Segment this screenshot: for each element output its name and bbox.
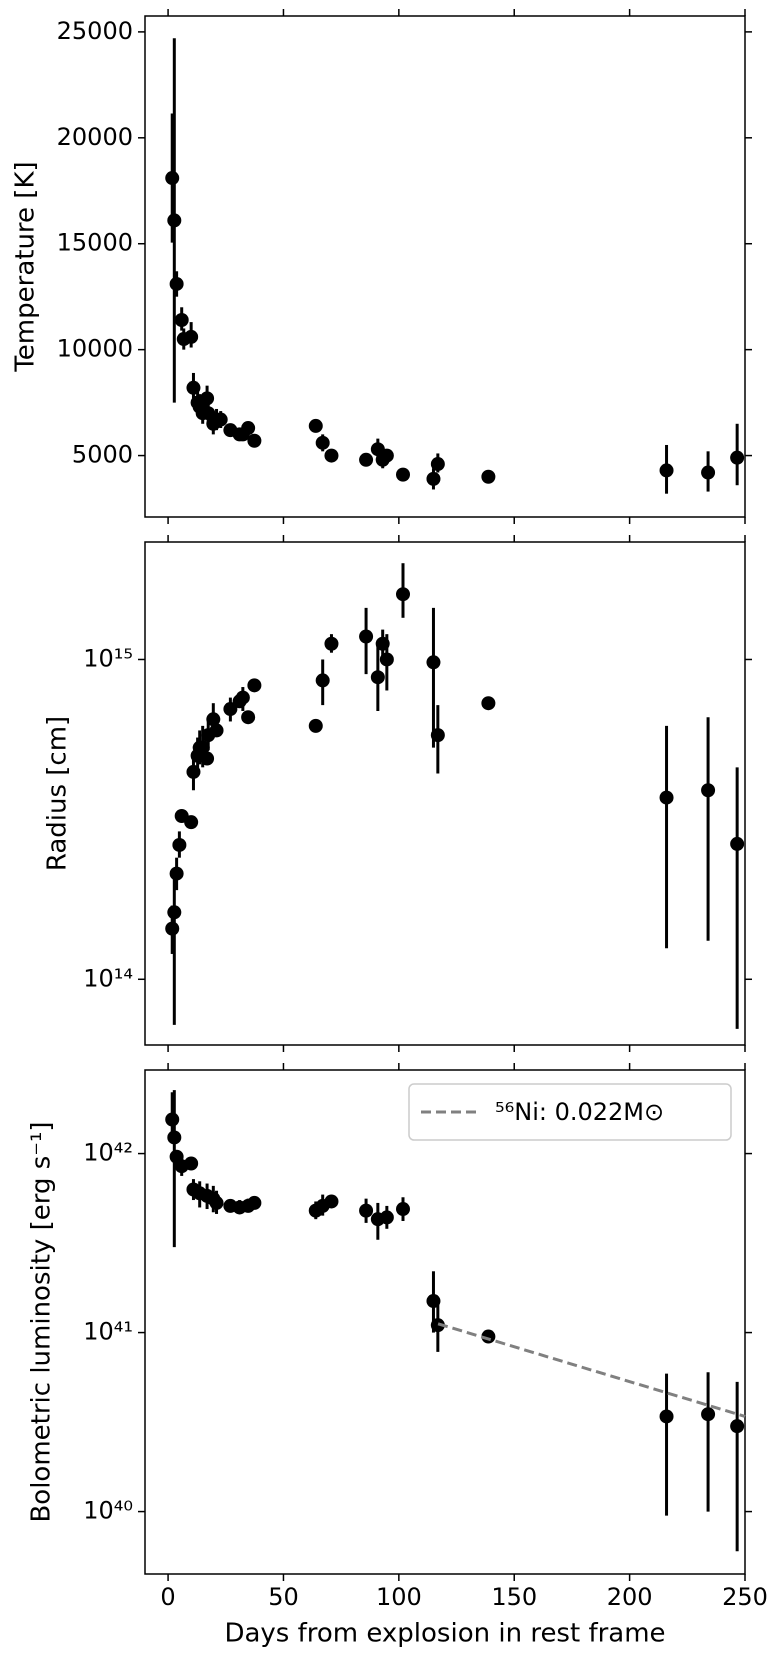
data-point — [359, 629, 374, 644]
data-point — [200, 751, 215, 766]
y-tick-label: 10000 — [57, 335, 133, 363]
plot-frame — [144, 1069, 746, 1575]
legend-label: ⁵⁶Ni: 0.022M⊙ — [495, 1098, 664, 1126]
data-point — [241, 710, 256, 725]
y-tick-label: 10⁴⁰ — [83, 1497, 133, 1525]
data-point — [241, 421, 256, 436]
data-point — [426, 471, 441, 486]
y-tick-label: 10¹⁴ — [83, 964, 133, 992]
y-axis-label: Bolometric luminosity [erg s⁻¹] — [27, 1121, 57, 1522]
x-tick-label: 100 — [376, 1583, 422, 1611]
data-point — [169, 866, 184, 881]
data-point — [659, 1409, 674, 1424]
model-line — [437, 1322, 746, 1418]
data-point — [375, 636, 390, 651]
data-point — [184, 329, 199, 344]
data-point — [174, 312, 189, 327]
y-axis-label: Radius [cm] — [43, 716, 73, 871]
x-tick-label: 50 — [268, 1583, 299, 1611]
y-axis-label: Temperature [K] — [11, 161, 41, 372]
y-tick-label: 5000 — [72, 441, 133, 469]
x-axis-label: Days from explosion in rest frame — [224, 1619, 665, 1649]
data-point — [308, 718, 323, 733]
x-tick-label: 250 — [722, 1583, 768, 1611]
data-point — [247, 1195, 262, 1210]
data-point — [379, 1210, 394, 1225]
data-point — [200, 391, 215, 406]
x-tick-label: 0 — [160, 1583, 175, 1611]
data-point — [324, 1194, 339, 1209]
data-point — [701, 783, 716, 798]
data-point — [481, 469, 496, 484]
x-tick-label: 150 — [491, 1583, 537, 1611]
y-tick-label: 10⁴¹ — [83, 1318, 133, 1346]
data-point — [701, 465, 716, 480]
y-tick-label: 25000 — [57, 17, 133, 45]
data-point — [324, 636, 339, 651]
data-point — [379, 652, 394, 667]
data-point — [396, 587, 410, 602]
data-point — [426, 655, 441, 670]
data-point — [247, 433, 262, 448]
data-point — [209, 723, 224, 738]
data-point — [209, 1195, 224, 1210]
y-tick-label: 10⁴² — [83, 1139, 133, 1167]
data-point — [167, 905, 182, 920]
data-point — [172, 837, 187, 852]
data-point — [165, 171, 180, 186]
data-point — [195, 740, 210, 755]
data-point — [659, 790, 674, 805]
data-point — [701, 1407, 716, 1422]
data-point — [481, 696, 496, 711]
data-point — [379, 448, 394, 463]
data-point — [186, 764, 201, 779]
plot-frame — [144, 541, 746, 1046]
data-point — [206, 712, 221, 727]
data-point — [730, 836, 745, 851]
data-point — [165, 1112, 180, 1127]
x-tick-label: 200 — [607, 1583, 653, 1611]
data-point — [165, 921, 180, 936]
data-point — [167, 213, 182, 228]
data-point — [235, 690, 250, 705]
data-point — [315, 673, 330, 688]
data-point — [396, 1202, 410, 1217]
data-point — [396, 467, 410, 482]
data-point — [213, 412, 228, 427]
data-point — [308, 418, 323, 433]
data-point — [370, 670, 385, 685]
y-tick-label: 20000 — [57, 123, 133, 151]
data-point — [359, 1203, 374, 1218]
data-point — [247, 678, 262, 693]
legend-box — [408, 1083, 732, 1141]
y-tick-label: 10¹⁵ — [83, 644, 133, 672]
data-point — [167, 1130, 182, 1145]
data-point — [184, 815, 199, 830]
plot-frame — [144, 15, 746, 518]
data-point — [169, 276, 184, 291]
data-point — [730, 1419, 745, 1434]
data-point — [315, 435, 330, 450]
data-point — [223, 702, 238, 717]
data-point — [324, 448, 339, 463]
data-point — [430, 728, 445, 743]
data-point — [186, 380, 201, 395]
y-tick-label: 15000 — [57, 229, 133, 257]
data-point — [184, 1156, 199, 1171]
data-point — [659, 463, 674, 478]
data-point — [430, 457, 445, 472]
data-point — [730, 450, 745, 465]
data-point — [426, 1294, 441, 1309]
data-point — [481, 1329, 496, 1344]
data-point — [359, 452, 374, 467]
